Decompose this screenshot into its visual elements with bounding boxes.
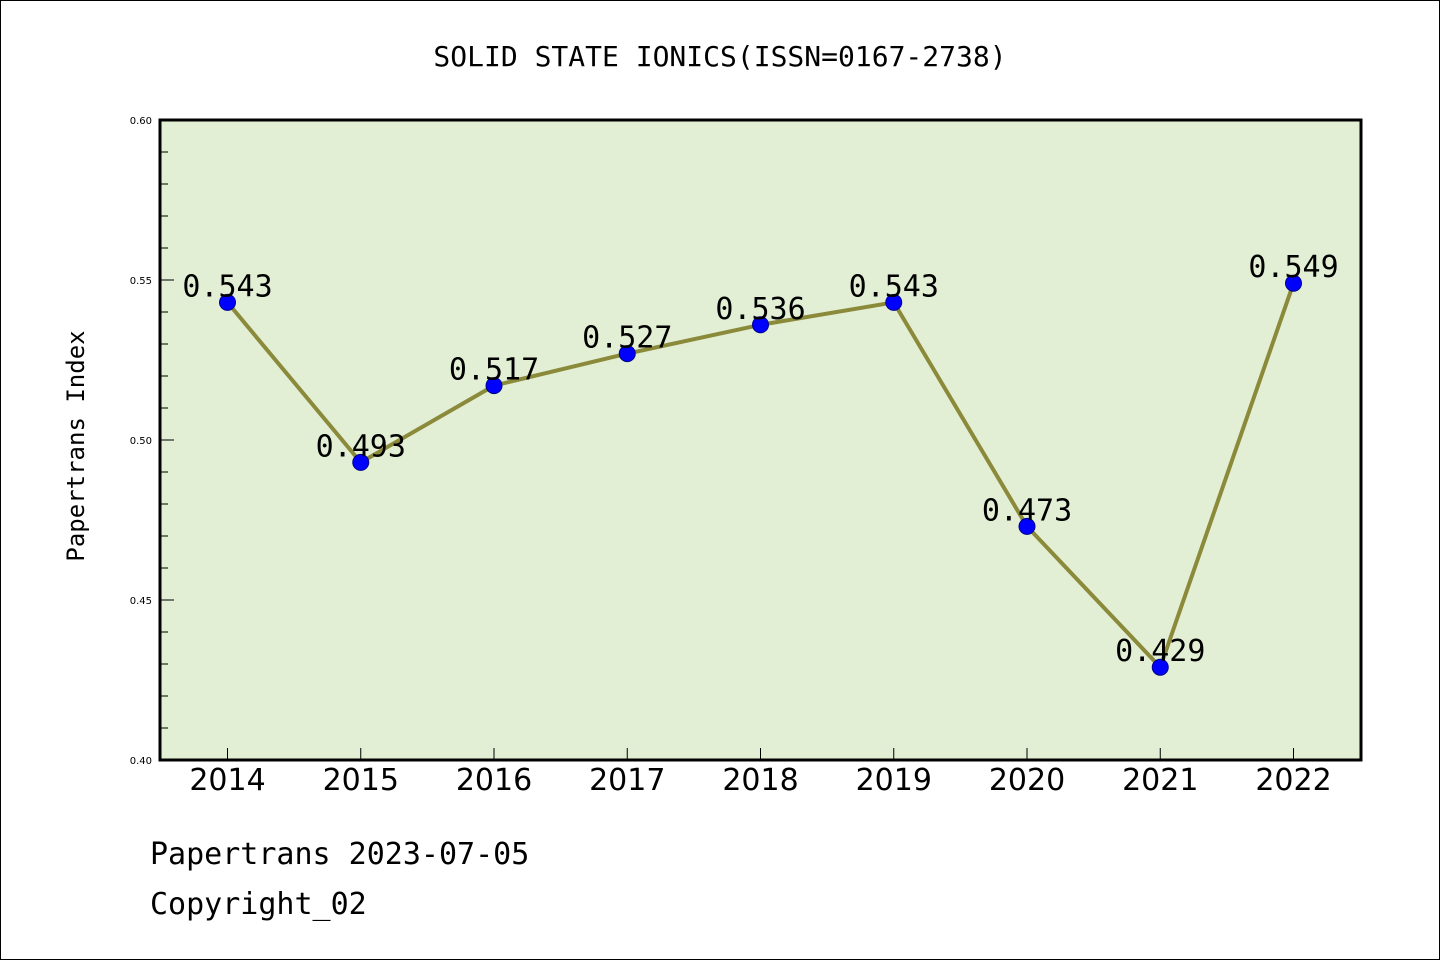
data-label: 0.549 bbox=[1248, 250, 1338, 285]
x-tick-label: 2021 bbox=[1122, 763, 1198, 798]
plot-border bbox=[158, 118, 1363, 762]
x-tick-label: 2020 bbox=[989, 763, 1065, 798]
data-label: 0.473 bbox=[982, 493, 1072, 528]
y-tick-label: 0.45 bbox=[130, 596, 152, 607]
data-label: 0.536 bbox=[715, 292, 805, 327]
data-point bbox=[1018, 517, 1036, 535]
data-label: 0.543 bbox=[182, 269, 272, 304]
x-tick-label: 2014 bbox=[189, 763, 265, 798]
data-point bbox=[219, 293, 236, 311]
footer-copyright: Copyright_02 bbox=[150, 887, 367, 922]
data-markers bbox=[219, 274, 1302, 676]
x-tick-label: 2017 bbox=[589, 763, 665, 798]
x-tick-label: 2019 bbox=[856, 763, 932, 798]
data-point bbox=[352, 453, 370, 471]
x-axis-ticks: 2014 2015 2016 2017 2018 2019 2020 2021 2022 bbox=[189, 748, 1332, 798]
x-tick-label: 2015 bbox=[323, 763, 399, 798]
data-point bbox=[752, 316, 769, 334]
x-tick-label: 2022 bbox=[1255, 763, 1331, 798]
data-label: 0.493 bbox=[316, 429, 406, 464]
x-tick-label: 2016 bbox=[456, 763, 532, 798]
y-tick-label: 0.55 bbox=[130, 276, 152, 287]
data-point bbox=[618, 345, 636, 363]
data-point bbox=[1151, 658, 1169, 676]
x-tick-label: 2018 bbox=[722, 763, 798, 798]
y-tick-label: 0.50 bbox=[130, 436, 152, 447]
data-label: 0.429 bbox=[1115, 634, 1205, 669]
y-tick-label: 0.40 bbox=[130, 756, 152, 767]
chart-title: SOLID STATE IONICS(ISSN=0167-2738) bbox=[433, 40, 1006, 73]
data-point bbox=[485, 377, 503, 395]
y-tick-label: 0.60 bbox=[130, 116, 152, 127]
data-label: 0.543 bbox=[849, 269, 939, 304]
y-axis-label: Papertrans Index bbox=[62, 330, 90, 561]
data-labels: 0.543 0.493 0.517 0.527 0.536 0.543 0.473 0.429… bbox=[182, 250, 1338, 669]
plot-area bbox=[160, 120, 1361, 760]
data-label: 0.527 bbox=[582, 321, 672, 356]
data-point bbox=[1285, 274, 1302, 292]
footer-date: Papertrans 2023-07-05 bbox=[150, 837, 529, 872]
data-label: 0.517 bbox=[449, 353, 539, 388]
data-point bbox=[885, 293, 903, 311]
